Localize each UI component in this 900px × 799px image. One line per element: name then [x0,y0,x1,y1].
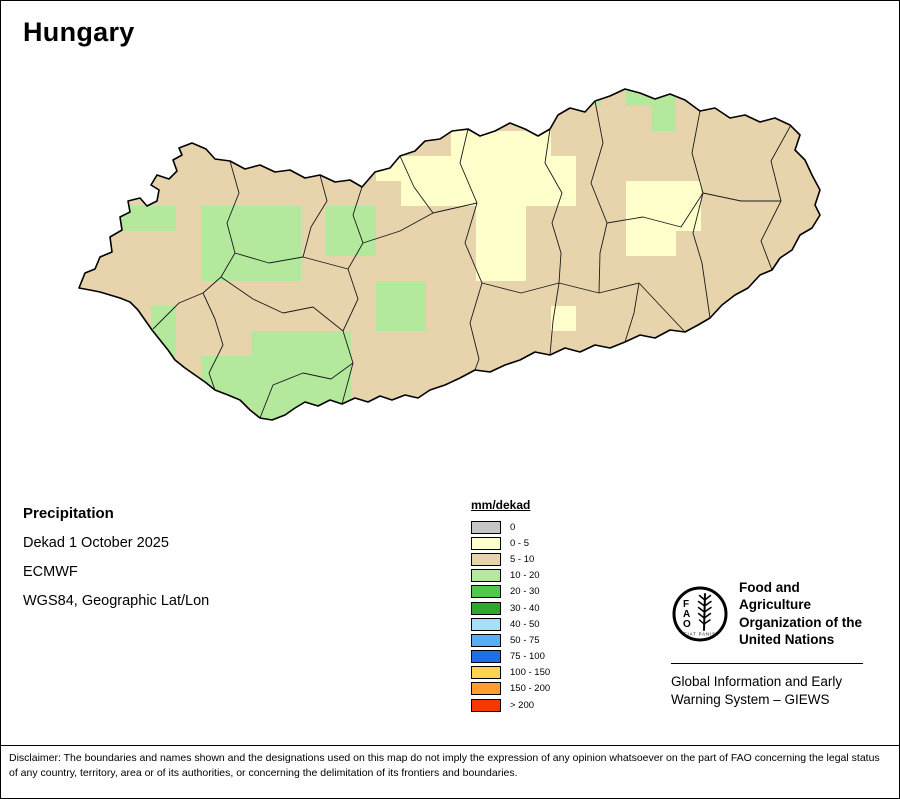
fao-motto: FIAT PANIS [684,631,716,636]
legend-title: mm/dekad [471,498,531,512]
legend-item: 5 - 10 [471,551,550,567]
giews-label: Global Information and Early Warning Sys… [671,674,843,708]
precip-grid [79,89,820,420]
legend-item-label: 20 - 30 [510,586,540,598]
legend-swatch [471,698,501,712]
legend-items: 0 0 - 5 5 - 10 10 - 20 20 - 30 30 - 40 40 - 50… [471,519,550,713]
admin-boundaries [152,100,792,419]
legend-swatch [471,601,501,615]
legend-item-label: 50 - 75 [510,634,540,646]
product-label: Precipitation [23,505,114,522]
legend-swatch [471,520,501,534]
fao-letter-a: A [683,609,690,620]
legend-item: 20 - 30 [471,584,550,600]
fao-org-name: Food and Agriculture Organization of the… [739,580,862,647]
fao-block: F A O FIAT PANIS Food and Agriculture Or… [671,579,869,710]
legend-swatch [471,569,501,583]
legend-swatch [471,666,501,680]
legend: mm/dekad 0 0 - 5 5 - 10 10 - 20 20 - 30 30 - … [471,498,550,713]
legend-swatch [471,552,501,566]
source-label: ECMWF [23,564,78,580]
legend-item-label: 40 - 50 [510,618,540,630]
legend-item-label: 75 - 100 [510,651,545,663]
legend-item-label: 100 - 150 [510,667,551,679]
legend-swatch [471,617,501,631]
legend-item-label: > 200 [510,699,535,711]
country-outline [78,88,821,421]
fao-letter-o: O [683,619,691,630]
page-title: Hungary [23,17,135,47]
map-metadata: Precipitation Dekad 1 October 2025 ECMWF… [23,505,209,609]
projection-label: WGS84, Geographic Lat/Lon [23,593,210,609]
fao-separator [671,663,863,665]
legend-swatch [471,585,501,599]
legend-swatch [471,682,501,696]
legend-item: 75 - 100 [471,649,550,665]
legend-item-label: 10 - 20 [510,570,540,582]
legend-swatch [471,650,501,664]
dekad-label: Dekad 1 October 2025 [23,535,169,551]
legend-item-label: 0 - 5 [510,537,530,549]
legend-item-label: 0 [510,521,516,533]
fao-logo: F A O FIAT PANIS [672,586,728,642]
legend-item-label: 150 - 200 [510,683,551,695]
legend-item: 0 [471,519,550,535]
legend-item: 100 - 150 [471,665,550,681]
fao-letter-f: F [683,599,689,610]
legend-item: 30 - 40 [471,600,550,616]
legend-item-label: 5 - 10 [510,553,535,565]
legend-item: 50 - 75 [471,632,550,648]
legend-swatch [471,536,501,550]
legend-item: 0 - 5 [471,535,550,551]
legend-item: > 200 [471,697,550,713]
legend-item: 10 - 20 [471,568,550,584]
wheat-ear-icon [697,592,712,631]
disclaimer-text: Disclaimer: The boundaries and names sho… [1,745,899,781]
legend-item: 40 - 50 [471,616,550,632]
legend-item: 150 - 200 [471,681,550,697]
legend-swatch [471,633,501,647]
legend-item-label: 30 - 40 [510,602,540,614]
